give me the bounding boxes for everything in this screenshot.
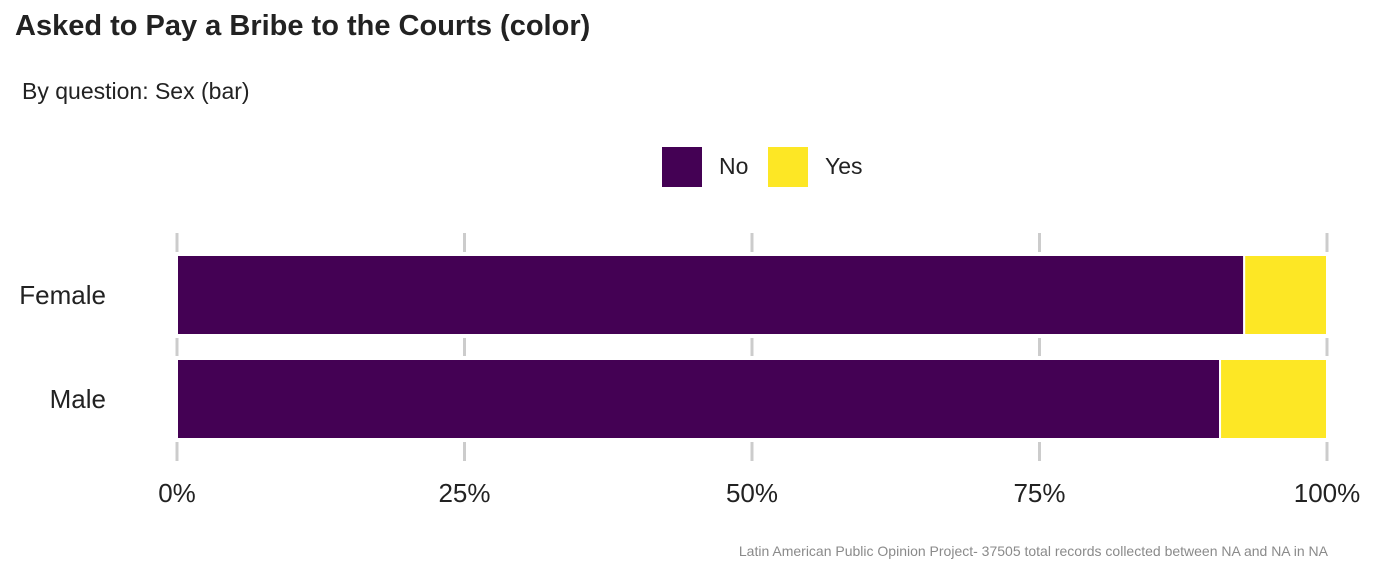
x-tick-label: 50%: [726, 478, 778, 508]
chart-title: Asked to Pay a Bribe to the Courts (colo…: [15, 10, 591, 42]
x-tick-label: 100%: [1294, 478, 1361, 508]
bar-male-yes: [1219, 358, 1329, 440]
legend-swatch-yes: [768, 147, 808, 187]
legend-swatch-no: [662, 147, 702, 187]
category-label-male: Male: [50, 384, 106, 414]
chart-caption: Latin American Public Opinion Project- 3…: [738, 543, 1328, 559]
legend-label-no: No: [719, 153, 748, 179]
category-label-female: Female: [19, 280, 106, 310]
stacked-bar-chart: Female Male 0% 25% 50% 75% 100% No Yes: [19, 147, 1361, 508]
bar-female-no: [176, 254, 1246, 336]
x-tick-label: 25%: [438, 478, 490, 508]
x-tick-label: 75%: [1013, 478, 1065, 508]
bar-male-no: [176, 358, 1222, 440]
legend-label-yes: Yes: [825, 153, 863, 179]
x-tick-label: 0%: [158, 478, 196, 508]
bar-female-yes: [1243, 254, 1328, 336]
chart-subtitle: By question: Sex (bar): [22, 78, 250, 104]
